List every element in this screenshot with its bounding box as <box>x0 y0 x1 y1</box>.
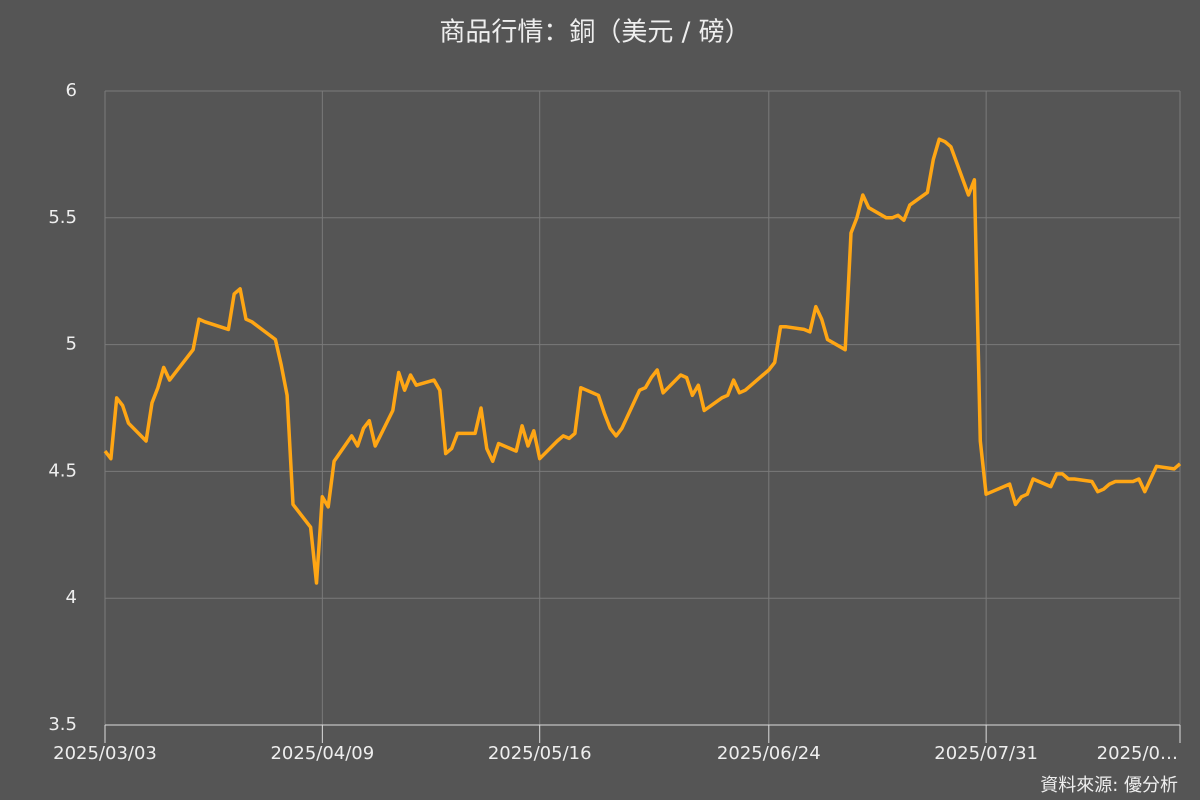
y-tick-label: 4.5 <box>48 460 77 481</box>
chart-title: 商品行情：銅（美元 / 磅） <box>439 18 750 48</box>
x-tick-label: 2025/07/31 <box>934 743 1038 764</box>
y-tick-label: 5.5 <box>48 207 77 228</box>
x-tick-label: 2025/05/16 <box>488 743 592 764</box>
x-tick-label: 2025/06/24 <box>717 743 821 764</box>
x-tick-label: 2025/0… <box>1097 743 1178 764</box>
x-tick-label: 2025/04/09 <box>270 743 374 764</box>
y-tick-label: 6 <box>66 80 77 101</box>
y-tick-label: 4 <box>66 587 77 608</box>
y-tick-label: 3.5 <box>48 714 77 735</box>
y-tick-label: 5 <box>66 334 77 355</box>
x-tick-label: 2025/03/03 <box>53 743 157 764</box>
line-series <box>103 137 1182 585</box>
source-note: 資料來源: 優分析 <box>1040 775 1178 796</box>
